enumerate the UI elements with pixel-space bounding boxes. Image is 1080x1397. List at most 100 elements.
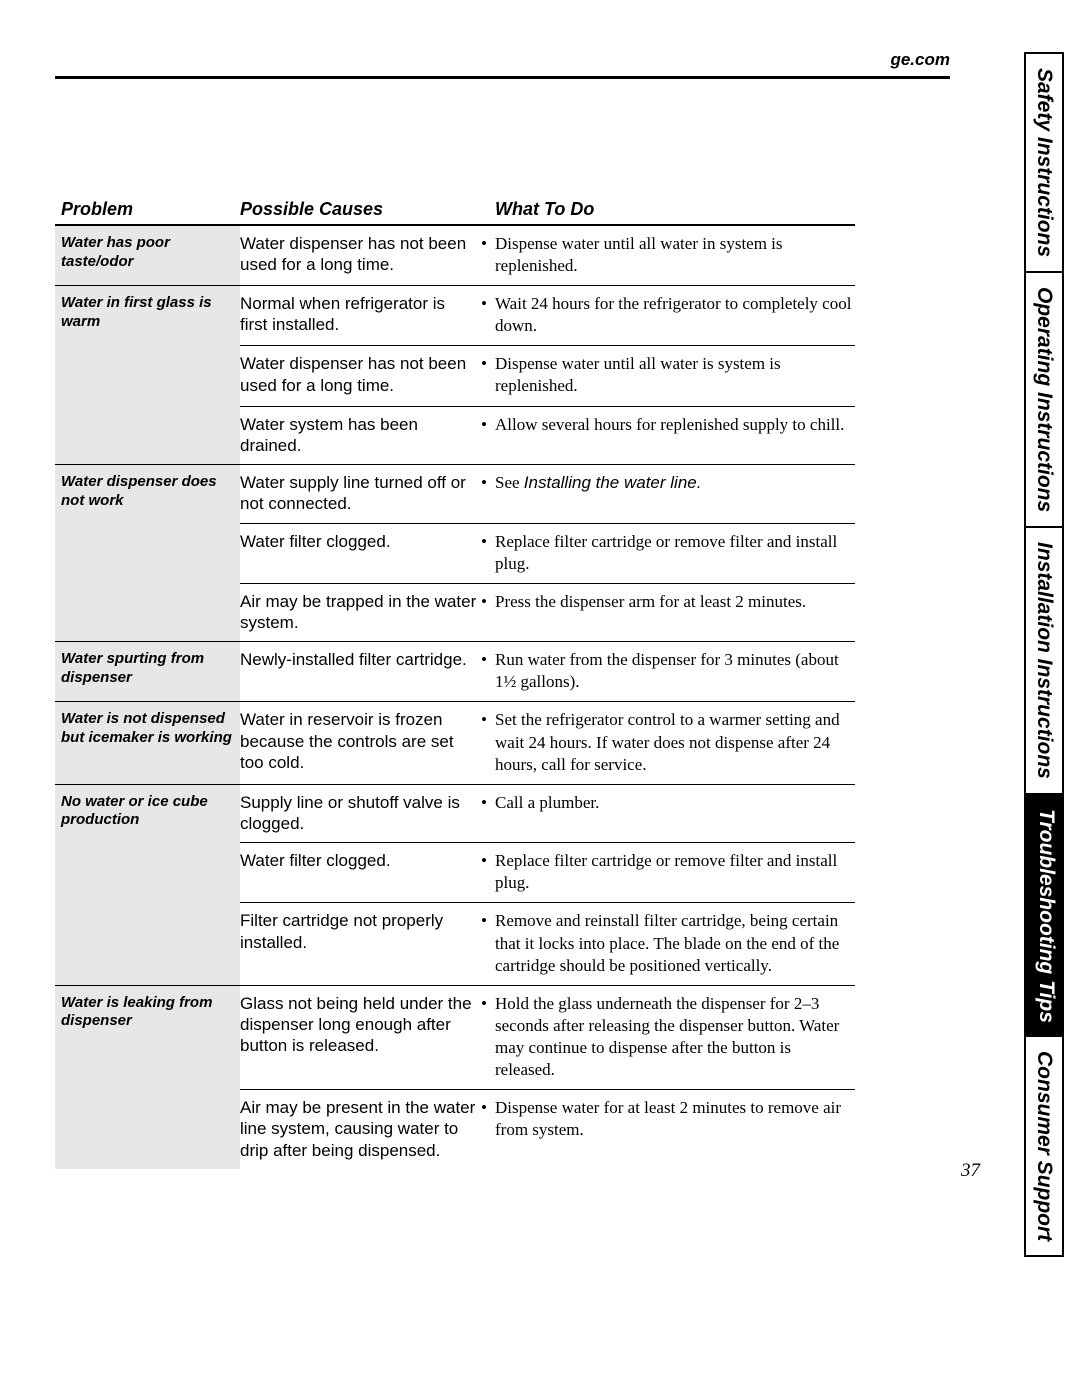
bullet-icon: • xyxy=(481,531,487,553)
header-problem: Problem xyxy=(55,199,240,220)
table-row: Supply line or shutoff valve is clogged.… xyxy=(240,785,855,844)
todo-text: •Set the refrigerator control to a warme… xyxy=(485,709,855,775)
rows-cell: Water in reservoir is frozen because the… xyxy=(240,702,855,783)
rows-cell: Supply line or shutoff valve is clogged.… xyxy=(240,785,855,985)
problem-group: Water in first glass is warmNormal when … xyxy=(55,286,855,465)
side-tab[interactable]: Troubleshooting Tips xyxy=(1024,795,1064,1037)
cause-text: Water dispenser has not been used for a … xyxy=(240,353,485,397)
bullet-icon: • xyxy=(481,233,487,255)
bullet-icon: • xyxy=(481,649,487,671)
problem-group: Water spurting from dispenserNewly-insta… xyxy=(55,642,855,702)
bullet-icon: • xyxy=(481,353,487,375)
cause-text: Water filter clogged. xyxy=(240,850,485,894)
bullet-icon: • xyxy=(481,293,487,315)
rows-cell: Water dispenser has not been used for a … xyxy=(240,226,855,285)
side-tab[interactable]: Safety Instructions xyxy=(1024,52,1064,273)
cause-text: Filter cartridge not properly installed. xyxy=(240,910,485,976)
bullet-icon: • xyxy=(481,414,487,436)
problem-label: Water dispenser does not work xyxy=(55,465,240,641)
problem-label: Water spurting from dispenser xyxy=(55,642,240,701)
cause-text: Glass not being held under the dispenser… xyxy=(240,993,485,1081)
problem-label: Water is not dispensed but icemaker is w… xyxy=(55,702,240,783)
table-row: Water filter clogged.•Replace filter car… xyxy=(240,843,855,903)
troubleshooting-table: Problem Possible Causes What To Do Water… xyxy=(55,199,855,1169)
cause-text: Water supply line turned off or not conn… xyxy=(240,472,485,515)
rows-cell: Newly-installed filter cartridge.•Run wa… xyxy=(240,642,855,701)
brand-label: ge.com xyxy=(890,50,950,70)
problem-group: Water is not dispensed but icemaker is w… xyxy=(55,702,855,784)
todo-text: •Call a plumber. xyxy=(485,792,855,835)
table-row: Normal when refrigerator is first instal… xyxy=(240,286,855,346)
header-causes: Possible Causes xyxy=(240,199,485,220)
todo-text: •Press the dispenser arm for at least 2 … xyxy=(485,591,855,634)
todo-content: Run water from the dispenser for 3 minut… xyxy=(495,650,839,691)
table-row: Water supply line turned off or not conn… xyxy=(240,465,855,524)
rows-cell: Glass not being held under the dispenser… xyxy=(240,986,855,1169)
todo-prefix: See xyxy=(495,473,524,492)
todo-content: Dispense water until all water is system… xyxy=(495,354,781,395)
page-number: 37 xyxy=(961,1160,980,1182)
todo-content: Press the dispenser arm for at least 2 m… xyxy=(495,592,806,611)
todo-text: •Dispense water for at least 2 minutes t… xyxy=(485,1097,855,1161)
header-todo: What To Do xyxy=(485,199,855,220)
side-tab[interactable]: Operating Instructions xyxy=(1024,273,1064,528)
table-row: Water dispenser has not been used for a … xyxy=(240,226,855,285)
table-row: Water in reservoir is frozen because the… xyxy=(240,702,855,783)
table-row: Filter cartridge not properly installed.… xyxy=(240,903,855,984)
todo-content: Replace filter cartridge or remove filte… xyxy=(495,851,837,892)
bullet-icon: • xyxy=(481,993,487,1015)
bullet-icon: • xyxy=(481,1097,487,1119)
todo-text: •See Installing the water line. xyxy=(485,472,855,515)
todo-text: •Allow several hours for replenished sup… xyxy=(485,414,855,457)
todo-content: Allow several hours for replenished supp… xyxy=(495,415,844,434)
problem-label: Water has poor taste/odor xyxy=(55,226,240,285)
bullet-icon: • xyxy=(481,591,487,613)
side-tabs: Safety InstructionsOperating Instruction… xyxy=(1024,52,1064,1257)
cause-text: Air may be trapped in the water system. xyxy=(240,591,485,634)
problem-label: Water is leaking from dispenser xyxy=(55,986,240,1169)
rows-cell: Water supply line turned off or not conn… xyxy=(240,465,855,641)
bullet-icon: • xyxy=(481,850,487,872)
todo-text: •Remove and reinstall filter cartridge, … xyxy=(485,910,855,976)
cause-text: Water system has been drained. xyxy=(240,414,485,457)
todo-text: •Dispense water until all water in syste… xyxy=(485,233,855,277)
side-tab[interactable]: Consumer Support xyxy=(1024,1037,1064,1257)
todo-content: Remove and reinstall filter cartridge, b… xyxy=(495,911,839,974)
bullet-icon: • xyxy=(481,910,487,932)
todo-text: •Replace filter cartridge or remove filt… xyxy=(485,850,855,894)
problem-group: Water dispenser does not workWater suppl… xyxy=(55,465,855,642)
todo-content: Dispense water until all water in system… xyxy=(495,234,783,275)
cause-text: Water dispenser has not been used for a … xyxy=(240,233,485,277)
todo-text: •Run water from the dispenser for 3 minu… xyxy=(485,649,855,693)
table-row: Newly-installed filter cartridge.•Run wa… xyxy=(240,642,855,701)
table-row: Water system has been drained.•Allow sev… xyxy=(240,407,855,465)
cause-text: Water filter clogged. xyxy=(240,531,485,575)
cause-text: Normal when refrigerator is first instal… xyxy=(240,293,485,337)
cause-text: Water in reservoir is frozen because the… xyxy=(240,709,485,775)
cause-text: Newly-installed filter cartridge. xyxy=(240,649,485,693)
rows-cell: Normal when refrigerator is first instal… xyxy=(240,286,855,464)
problem-group: No water or ice cube productionSupply li… xyxy=(55,785,855,986)
bullet-icon: • xyxy=(481,709,487,731)
table-row: Air may be trapped in the water system.•… xyxy=(240,584,855,642)
problem-label: No water or ice cube production xyxy=(55,785,240,985)
todo-text: •Hold the glass underneath the dispenser… xyxy=(485,993,855,1081)
table-row: Air may be present in the water line sys… xyxy=(240,1090,855,1169)
todo-content: Call a plumber. xyxy=(495,793,599,812)
page-header: ge.com xyxy=(55,50,950,79)
todo-content: Set the refrigerator control to a warmer… xyxy=(495,710,840,773)
table-row: Water filter clogged.•Replace filter car… xyxy=(240,524,855,584)
side-tab[interactable]: Installation Instructions xyxy=(1024,528,1064,795)
todo-content: Hold the glass underneath the dispenser … xyxy=(495,994,839,1079)
bullet-icon: • xyxy=(481,472,487,494)
todo-text: •Replace filter cartridge or remove filt… xyxy=(485,531,855,575)
cause-text: Air may be present in the water line sys… xyxy=(240,1097,485,1161)
todo-content: Dispense water for at least 2 minutes to… xyxy=(495,1098,841,1139)
table-row: Glass not being held under the dispenser… xyxy=(240,986,855,1090)
todo-text: •Dispense water until all water is syste… xyxy=(485,353,855,397)
problem-group: Water has poor taste/odorWater dispenser… xyxy=(55,226,855,286)
problem-group: Water is leaking from dispenserGlass not… xyxy=(55,986,855,1169)
bullet-icon: • xyxy=(481,792,487,814)
todo-text: •Wait 24 hours for the refrigerator to c… xyxy=(485,293,855,337)
cause-text: Supply line or shutoff valve is clogged. xyxy=(240,792,485,835)
